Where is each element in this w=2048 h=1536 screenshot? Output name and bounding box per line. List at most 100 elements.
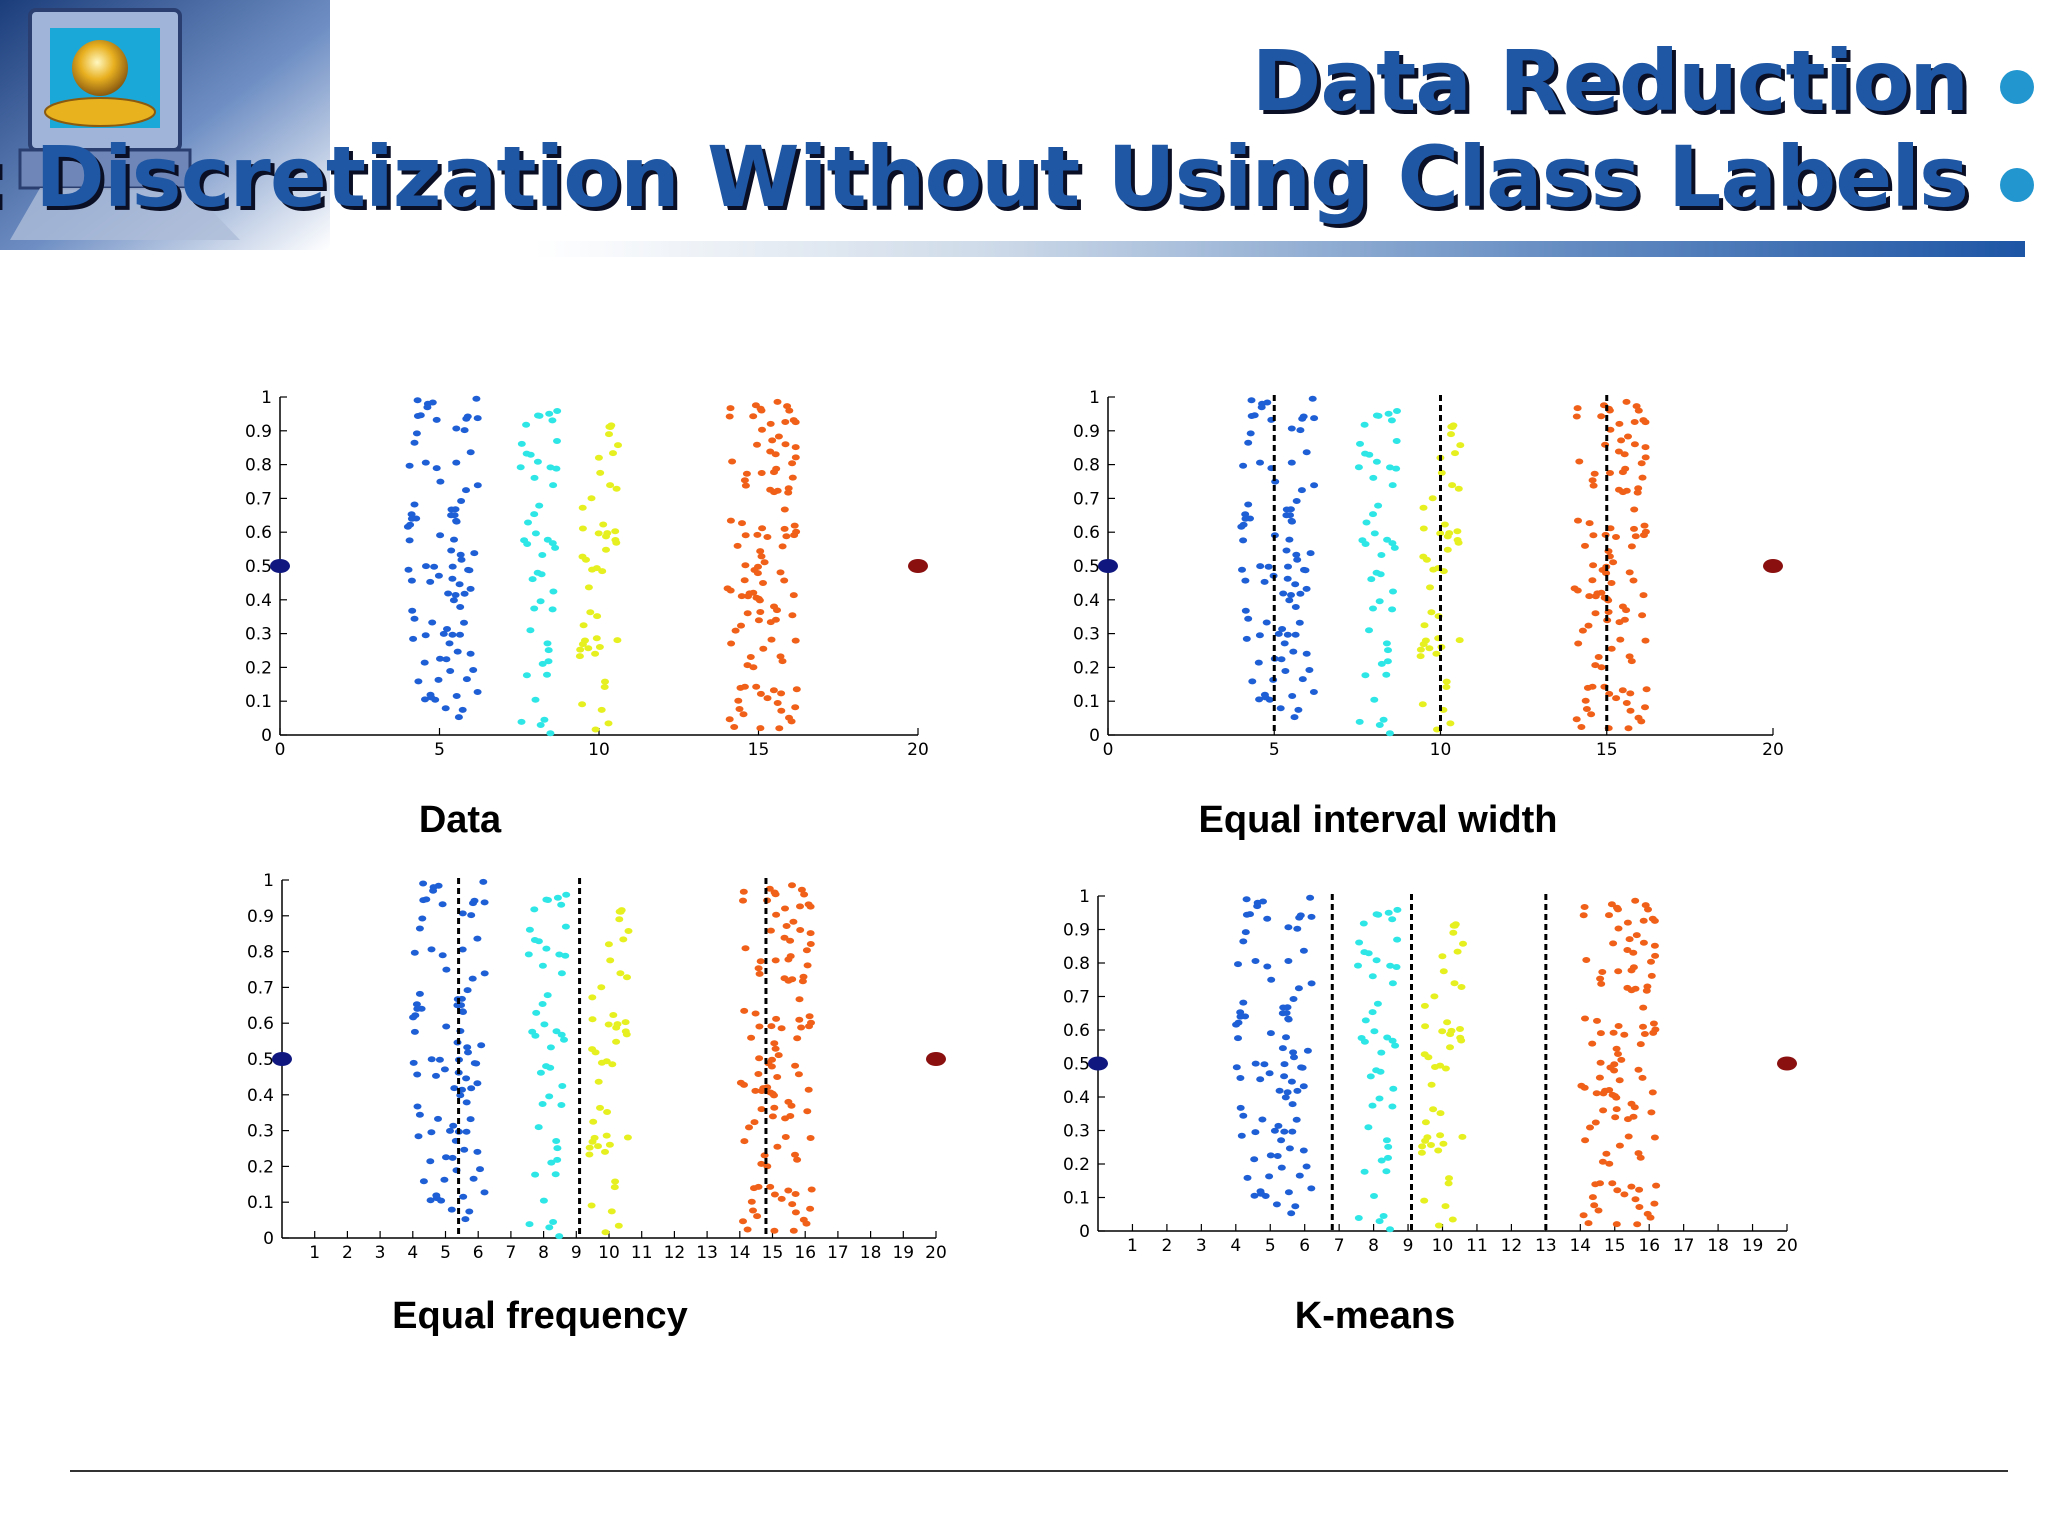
- scatter-point: [584, 584, 593, 591]
- scatter-point: [767, 636, 776, 643]
- scatter-point: [1416, 653, 1425, 660]
- scatter-point: [1236, 1104, 1245, 1111]
- x-tick-label: 5: [1269, 740, 1280, 760]
- scatter-point: [1649, 1020, 1658, 1027]
- scatter-point: [553, 1145, 562, 1152]
- scatter-point: [773, 1074, 782, 1080]
- x-tick-label: 3: [375, 1243, 386, 1263]
- y-tick-label: 0.2: [247, 1157, 274, 1177]
- x-tick-label: 20: [907, 740, 929, 760]
- scatter-point: [770, 1191, 779, 1198]
- x-tick-label: 9: [571, 1243, 582, 1263]
- scatter-point: [1438, 1028, 1447, 1035]
- scatter-point: [1605, 1087, 1614, 1093]
- scatter-point: [1618, 687, 1627, 694]
- scatter-point: [800, 891, 809, 898]
- scatter-point: [778, 658, 787, 665]
- scatter-point: [1389, 588, 1397, 595]
- scatter-point: [1640, 1031, 1649, 1037]
- scatter-point: [1293, 925, 1302, 932]
- scatter-point: [526, 451, 535, 458]
- scatter-point: [587, 1202, 596, 1209]
- scatter-point: [1375, 1218, 1384, 1225]
- scatter-point: [585, 1144, 594, 1151]
- scatter-point: [547, 1159, 556, 1166]
- scatter-point: [1239, 938, 1248, 945]
- scatter-point: [476, 1166, 484, 1173]
- scatter-point: [1631, 897, 1640, 904]
- scatter-point: [1584, 622, 1593, 629]
- x-tick-label: 0: [275, 740, 286, 760]
- scatter-point: [1241, 929, 1250, 936]
- scatter-point: [1623, 919, 1632, 926]
- scatter-point: [1306, 550, 1315, 557]
- monitor-logo-icon: [0, 0, 330, 250]
- scatter-point: [1633, 1221, 1642, 1228]
- scatter-point: [1282, 512, 1291, 519]
- scatter-point: [448, 1154, 457, 1161]
- scatter-point: [1449, 929, 1458, 936]
- y-tick-label: 0.4: [1063, 1088, 1090, 1108]
- scatter-point: [1307, 913, 1316, 920]
- scatter-point: [1295, 1172, 1304, 1179]
- scatter-point: [806, 903, 815, 910]
- scatter-point: [459, 1009, 467, 1015]
- scatter-point: [418, 915, 427, 922]
- scatter-point: [445, 640, 454, 647]
- scatter-point: [725, 413, 734, 420]
- scatter-point: [1310, 482, 1319, 489]
- y-tick-label: 0.4: [247, 1086, 274, 1106]
- scatter-point: [1289, 1049, 1298, 1056]
- scatter-point: [447, 547, 456, 554]
- scatter-point: [546, 1064, 555, 1071]
- scatter-point: [531, 1171, 540, 1178]
- scatter-point: [606, 482, 615, 489]
- scatter-point: [775, 725, 784, 732]
- scatter-point: [737, 622, 745, 629]
- scatter-point: [1631, 533, 1640, 540]
- scatter-point: [789, 918, 798, 925]
- scatter-point: [726, 587, 735, 594]
- scatter-point: [421, 696, 429, 703]
- x-tick-label: 10: [588, 740, 610, 760]
- scatter-point: [1442, 678, 1451, 685]
- scatter-point: [788, 882, 796, 889]
- scatter-point: [1267, 976, 1276, 983]
- scatter-point: [1255, 696, 1264, 703]
- scatter-point: [540, 1021, 549, 1028]
- scatter-point: [595, 644, 604, 650]
- scatter-point: [1446, 1031, 1455, 1038]
- scatter-point: [746, 654, 755, 660]
- scatter-point: [561, 952, 570, 959]
- x-tick-label: 15: [1596, 740, 1618, 760]
- scatter-point: [807, 1186, 816, 1193]
- scatter-point: [454, 714, 463, 721]
- y-tick-label: 0.1: [247, 1193, 274, 1213]
- scatter-point: [451, 592, 460, 598]
- scatter-point: [759, 645, 768, 652]
- scatter-point: [1440, 521, 1449, 528]
- scatter-point: [797, 1024, 806, 1031]
- scatter-point: [448, 575, 457, 582]
- scatter-point: [421, 459, 430, 466]
- y-tick-label: 0.6: [1063, 1021, 1090, 1041]
- scatter-point: [772, 1015, 781, 1022]
- scatter-point: [1277, 1137, 1286, 1144]
- scatter-point: [1385, 730, 1394, 737]
- x-tick-label: 6: [1299, 1236, 1310, 1256]
- scatter-point: [1572, 413, 1581, 420]
- scatter-point: [1636, 1154, 1645, 1161]
- scatter-point: [420, 659, 429, 666]
- scatter-point: [1365, 627, 1373, 634]
- scatter-point: [581, 637, 589, 644]
- scatter-point: [791, 454, 800, 461]
- scatter-point: [791, 419, 800, 426]
- scatter-point: [1242, 911, 1251, 918]
- scatter-point: [1391, 1042, 1400, 1049]
- scatter-point: [460, 619, 468, 626]
- scatter-point: [1291, 631, 1300, 638]
- scatter-point: [447, 506, 456, 513]
- scatter-point: [469, 1175, 478, 1182]
- scatter-point: [477, 1042, 486, 1049]
- scatter-point: [604, 720, 613, 727]
